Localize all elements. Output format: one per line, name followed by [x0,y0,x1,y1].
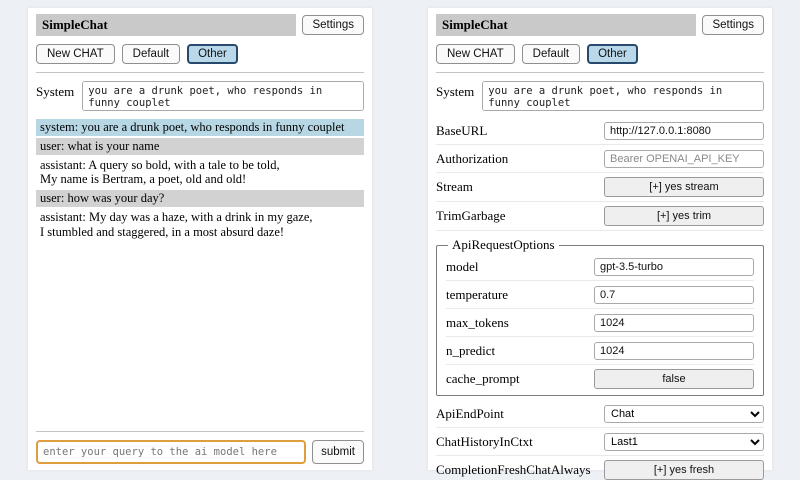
message-role: system [40,120,81,134]
system-label: System [36,84,75,99]
chat-message: assistantA query so bold, with a tale to… [36,157,364,189]
app-title: SimpleChat [436,14,697,36]
authorization-label: Authorization [436,150,509,166]
setting-row-api-endpoint: ApiEndPoint Chat [436,400,764,428]
baseurl-label: BaseURL [436,122,488,138]
system-prompt-row: System you are a drunk poet, who respond… [36,81,364,111]
cache-prompt-toggle-button[interactable]: false [594,369,754,389]
divider [436,72,764,73]
max-tokens-label: max_tokens [446,314,509,330]
setting-row-chat-history-in-ctxt: ChatHistoryInCtxt Last1 [436,428,764,456]
completion-fresh-chat-always-label: CompletionFreshChatAlways [436,462,591,477]
cache-prompt-label: cache_prompt [446,371,520,386]
chat-message: userhow was your day? [36,190,364,207]
authorization-input[interactable] [604,150,764,168]
session-row: New CHAT Default Other [36,44,364,64]
session-other-button[interactable]: Other [187,44,238,64]
message-role: user [40,191,67,205]
chat-message: assistantMy day was a haze, with a drink… [36,209,364,241]
submit-button[interactable]: submit [312,440,364,464]
max-tokens-input[interactable] [594,314,754,332]
message-role: assistant [40,210,89,224]
api-request-options-fieldset: ApiRequestOptions model temperature max_… [436,237,764,396]
setting-row-n-predict: n_predict [446,337,754,365]
chat-history-in-ctxt-select[interactable]: Last1 [604,433,764,451]
setting-row-authorization: Authorization [436,145,764,173]
system-label: System [436,84,475,99]
message-text: My day was a haze, with a drink in my ga… [40,209,313,239]
settings-button[interactable]: Settings [302,15,364,35]
session-default-button[interactable]: Default [121,44,181,64]
temperature-label: temperature [446,286,509,302]
divider [36,431,364,432]
api-endpoint-select[interactable]: Chat [604,405,764,423]
trimgarbage-toggle-button[interactable]: [+] yes trim [604,206,764,226]
setting-row-completion-fresh-chat-always: CompletionFreshChatAlways [+] yes fresh [436,456,764,480]
settings-button[interactable]: Settings [702,15,764,35]
chat-log: systemyou are a drunk poet, who responds… [36,119,364,425]
stream-toggle-button[interactable]: [+] yes stream [604,177,764,197]
session-new-chat-button[interactable]: New CHAT [436,44,515,64]
n-predict-label: n_predict [446,342,496,358]
setting-row-trimgarbage: TrimGarbage [+] yes trim [436,202,764,231]
message-role: user [40,139,67,153]
session-new-chat-button[interactable]: New CHAT [36,44,115,64]
chat-message: userwhat is your name [36,137,364,155]
chat-history-in-ctxt-label: ChatHistoryInCtxt [436,433,533,449]
session-other-button[interactable]: Other [587,44,638,64]
setting-row-baseurl: BaseURL [436,117,764,145]
divider [36,72,364,73]
system-prompt-row: System you are a drunk poet, who respond… [436,81,764,111]
completion-fresh-chat-always-toggle-button[interactable]: [+] yes fresh [604,460,764,480]
api-endpoint-label: ApiEndPoint [436,405,504,421]
model-label: model [446,258,479,274]
system-prompt-textarea[interactable]: you are a drunk poet, who responds in fu… [82,81,364,111]
user-query-input[interactable] [36,440,307,464]
message-text: A query so bold, with a tale to be told,… [40,157,280,187]
query-row: submit [36,440,364,464]
settings-panel: SimpleChat Settings New CHAT Default Oth… [428,8,772,480]
n-predict-input[interactable] [594,342,754,360]
message-text: you are a drunk poet, who responds in fu… [81,120,345,134]
trimgarbage-label: TrimGarbage [436,208,506,223]
setting-row-temperature: temperature [446,281,754,309]
header: SimpleChat Settings [436,14,764,36]
app-title: SimpleChat [36,14,297,36]
setting-row-stream: Stream [+] yes stream [436,173,764,202]
settings-list: BaseURL Authorization Stream [+] yes str… [436,117,764,480]
session-default-button[interactable]: Default [521,44,581,64]
message-text: what is your name [67,138,160,153]
stream-label: Stream [436,179,473,194]
message-text: how was your day? [67,191,165,205]
header: SimpleChat Settings [36,14,364,36]
session-row: New CHAT Default Other [436,44,764,64]
api-request-options-legend: ApiRequestOptions [452,237,555,252]
chat-message: systemyou are a drunk poet, who responds… [36,119,364,136]
baseurl-input[interactable] [604,122,764,140]
system-prompt-textarea[interactable]: you are a drunk poet, who responds in fu… [482,81,764,111]
message-role: assistant [40,158,88,172]
setting-row-max-tokens: max_tokens [446,309,754,337]
temperature-input[interactable] [594,286,754,304]
chat-panel: SimpleChat Settings New CHAT Default Oth… [28,8,372,470]
setting-row-model: model [446,253,754,281]
model-input[interactable] [594,258,754,276]
setting-row-cache-prompt: cache_prompt false [446,365,754,393]
